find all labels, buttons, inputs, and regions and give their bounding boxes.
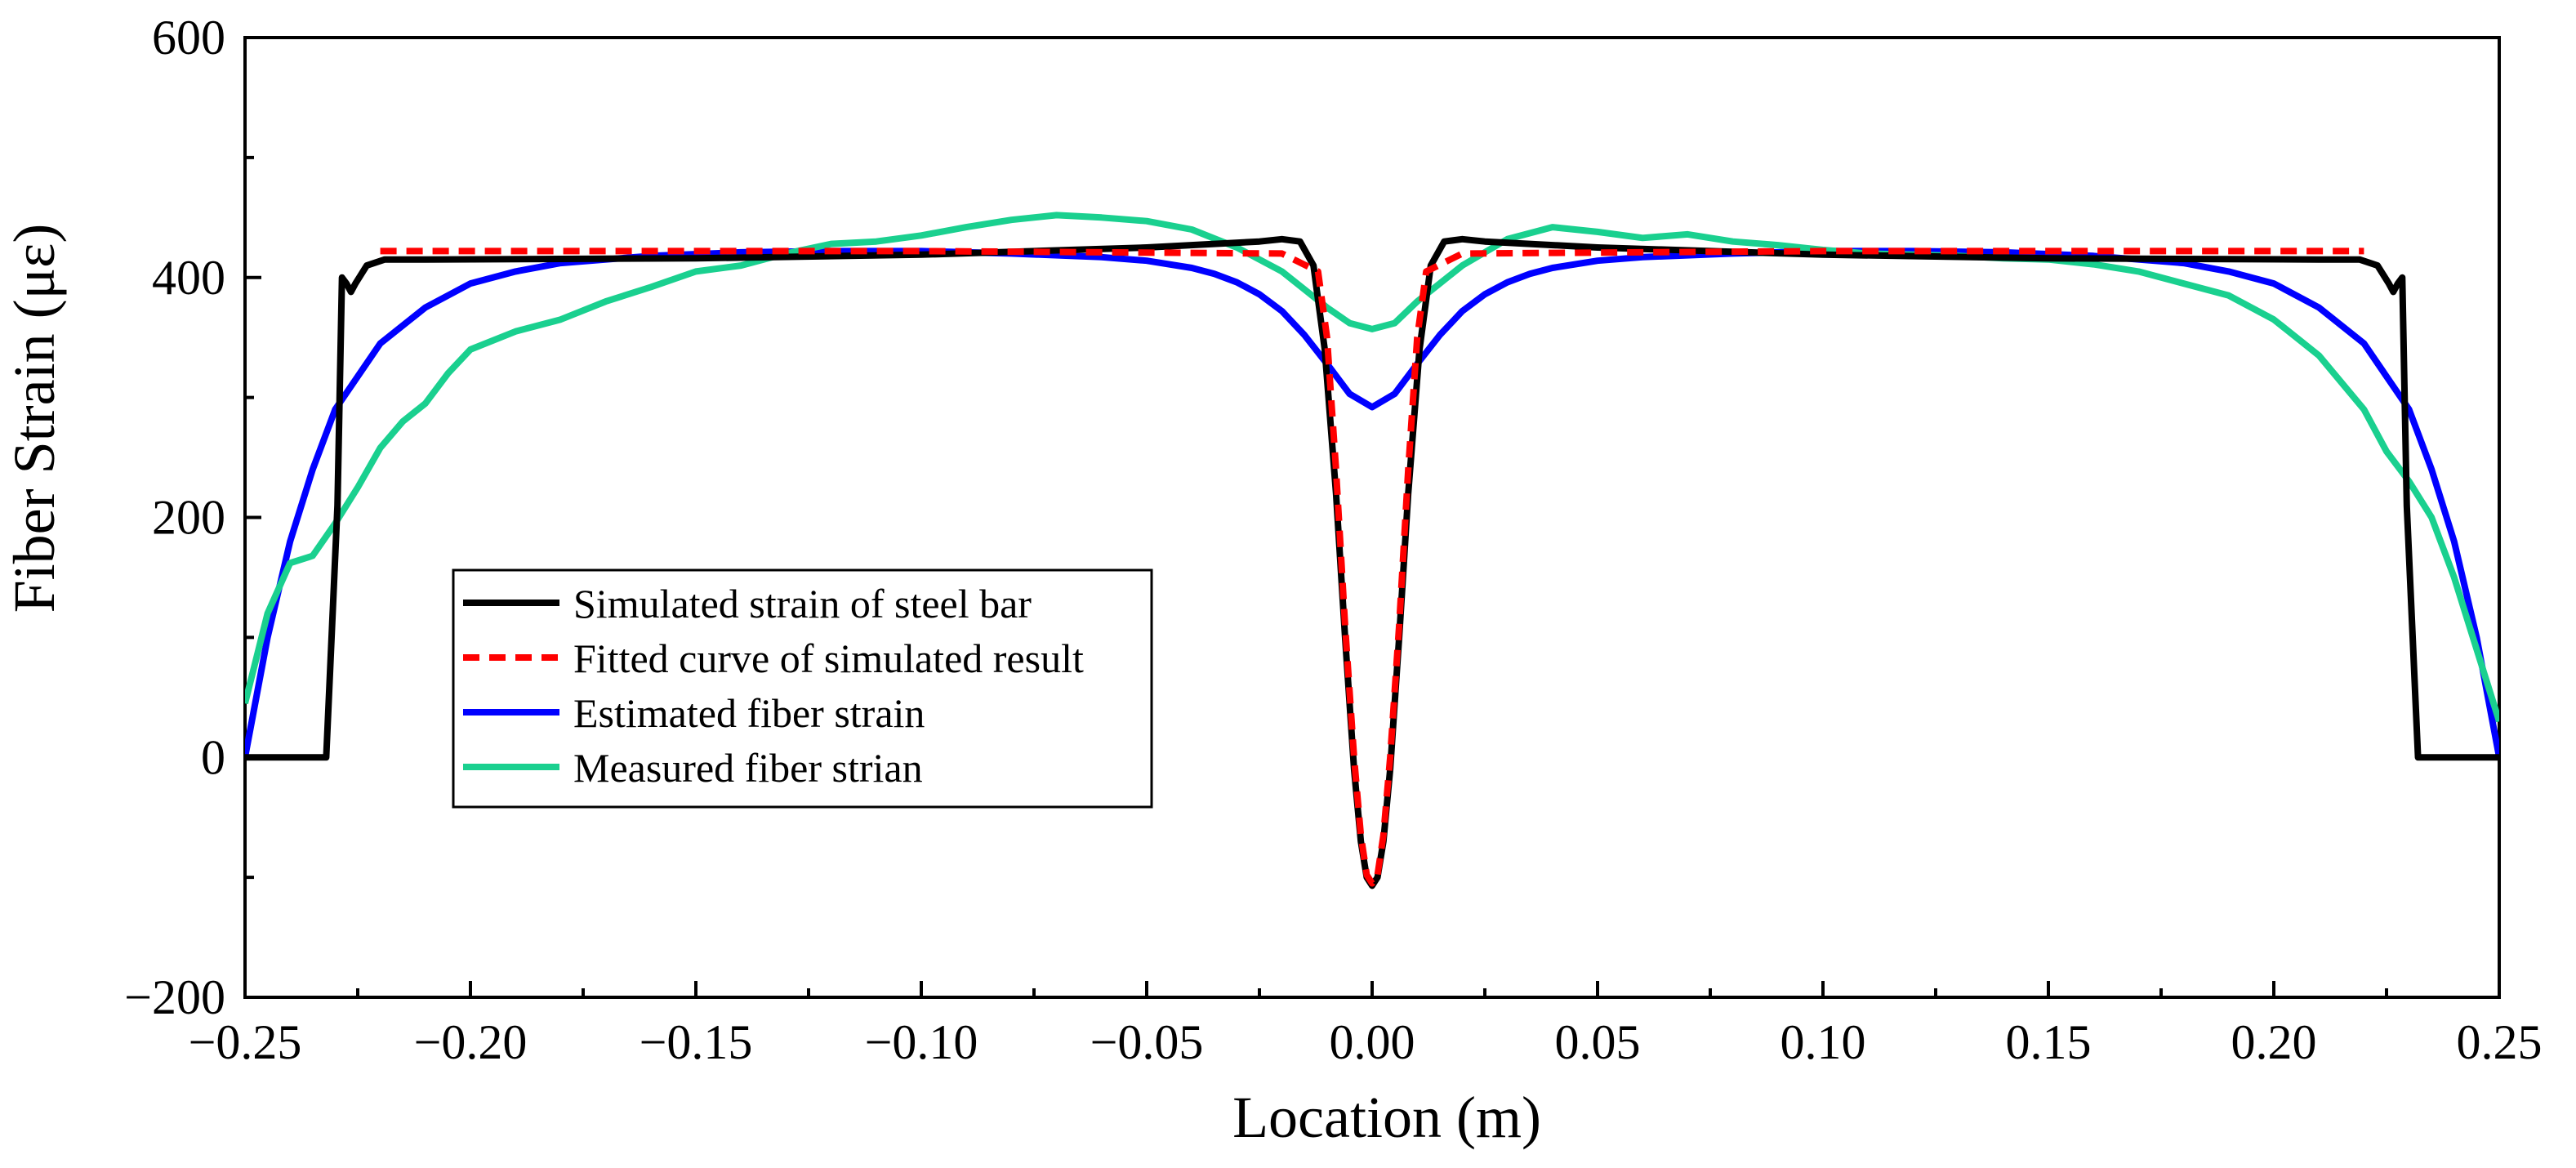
legend-label-4: Measured fiber strian: [573, 745, 923, 791]
x-tick-label: 0.05: [1555, 1015, 1641, 1069]
axes: −0.25 −0.20 −0.15 −0.10 −0.05 0.00 0.05 0.10 0.1…: [124, 11, 2542, 1069]
series-line-3: [245, 247, 2499, 759]
x-tick-label: −0.10: [865, 1015, 978, 1069]
y-tick-label: −200: [124, 970, 225, 1024]
x-tick-label: 0.00: [1330, 1015, 1415, 1069]
y-tick-label: 0: [201, 730, 225, 784]
y-tick-label: 600: [152, 11, 225, 65]
x-tick-label: −0.15: [640, 1015, 753, 1069]
y-tick-label: 400: [152, 251, 225, 305]
series-line-4: [245, 212, 2499, 723]
series-line-2: [380, 247, 2364, 887]
plot-frame: [243, 36, 2501, 999]
series-group: [245, 212, 2499, 889]
x-tick-label: −0.20: [414, 1015, 528, 1069]
legend-label-3: Estimated fiber strain: [573, 690, 925, 736]
legend: Simulated strain of steel bar Fitted curv…: [452, 568, 1153, 809]
x-axis-label: Location (m): [1232, 1085, 1541, 1150]
legend-label-1: Simulated strain of steel bar: [573, 581, 1032, 626]
y-tick-label: 200: [152, 491, 225, 545]
y-axis-label: Fiber Strain (με): [2, 224, 67, 613]
x-tick-label: −0.25: [189, 1015, 302, 1069]
x-tick-label: 0.25: [2457, 1015, 2543, 1069]
x-tick-label: −0.05: [1090, 1015, 1204, 1069]
x-tick-label: 0.20: [2231, 1015, 2317, 1069]
x-tick-label: 0.10: [1780, 1015, 1866, 1069]
legend-label-2: Fitted curve of simulated result: [573, 635, 1084, 681]
x-tick-label: 0.15: [2006, 1015, 2092, 1069]
legend-box: [452, 568, 1153, 809]
